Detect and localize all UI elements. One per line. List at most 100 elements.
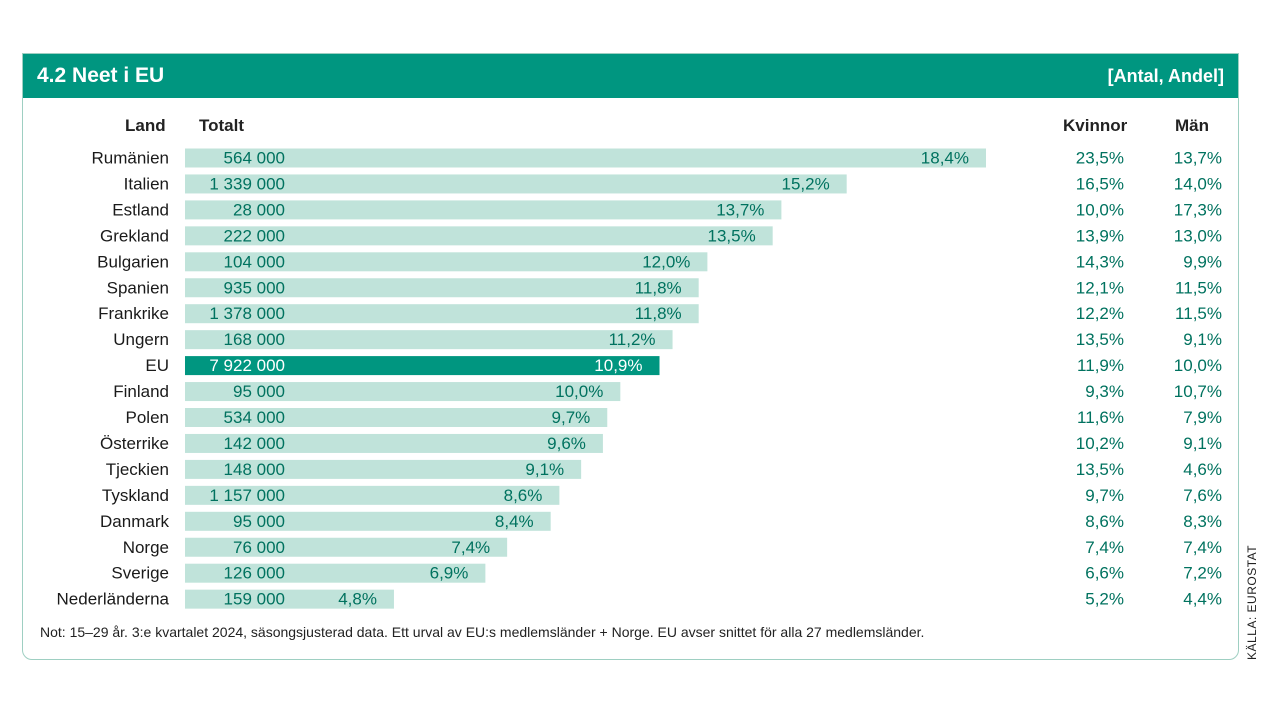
man-value: 9,9% [1183,252,1222,271]
bar [185,485,560,505]
kvinnor-value: 14,3% [1076,252,1124,271]
value-label: 11,2% [609,330,656,349]
bar [185,330,673,350]
value-label: 11,8% [635,304,682,323]
value-label: 9,7% [552,408,591,427]
bar [185,304,699,324]
value-label: 9,1% [525,460,564,479]
column-header-man: Män [1175,116,1209,135]
value-label: 13,7% [716,200,764,219]
chart-unit: [Antal, Andel] [1107,66,1224,86]
man-value: 8,3% [1183,512,1222,531]
country-label: Frankrike [98,304,169,323]
man-value: 4,4% [1183,590,1222,609]
count-label: 95 000 [233,512,285,531]
bar [185,433,603,453]
country-label: Danmark [100,512,169,531]
value-label: 7,4% [451,538,490,557]
column-header-land: Land [125,116,166,135]
man-value: 14,0% [1174,174,1222,193]
country-label: EU [145,356,169,375]
country-label: Rumänien [92,149,170,168]
man-value: 11,5% [1175,304,1222,323]
man-value: 4,6% [1183,460,1222,479]
country-label: Ungern [113,330,169,349]
value-label: 13,5% [707,226,755,245]
value-label: 8,4% [495,512,534,531]
bar [185,148,986,168]
man-value: 7,2% [1183,564,1222,583]
count-label: 7 922 000 [209,356,285,375]
count-label: 1 378 000 [209,304,285,323]
man-value: 9,1% [1183,434,1222,453]
count-label: 76 000 [233,538,285,557]
man-value: 7,4% [1183,538,1222,557]
bar [185,356,660,376]
count-label: 534 000 [224,408,285,427]
bar [185,511,551,531]
man-value: 17,3% [1174,200,1222,219]
country-label: Norge [123,538,169,557]
chart-header: 4.2 Neet i EU [Antal, Andel] [23,54,1238,98]
bar [185,226,773,246]
chart-panel: 4.2 Neet i EU [Antal, Andel] [22,53,1239,660]
source-label: KÄLLA: EUROSTAT [1245,544,1259,660]
value-label: 11,8% [635,278,682,297]
country-label: Spanien [107,278,169,297]
country-label: Österrike [100,434,169,453]
count-label: 935 000 [224,278,285,297]
bar [185,278,699,298]
column-header-kvinnor: Kvinnor [1063,116,1128,135]
value-label: 10,0% [555,382,603,401]
kvinnor-value: 6,6% [1085,564,1124,583]
count-label: 159 000 [224,590,285,609]
count-label: 222 000 [224,226,285,245]
value-label: 15,2% [781,174,829,193]
count-label: 168 000 [224,330,285,349]
kvinnor-value: 16,5% [1076,174,1124,193]
bar [185,589,394,609]
country-label: Italien [124,174,169,193]
country-label: Nederländerna [57,590,170,609]
count-label: 148 000 [224,460,285,479]
bar [185,252,708,272]
man-value: 13,0% [1174,226,1222,245]
country-label: Finland [113,382,169,401]
value-label: 4,8% [338,590,377,609]
count-label: 104 000 [224,252,285,271]
kvinnor-value: 13,5% [1076,460,1124,479]
count-label: 564 000 [224,149,285,168]
kvinnor-value: 10,0% [1076,200,1124,219]
bar [185,537,508,557]
count-label: 1 157 000 [209,486,285,505]
kvinnor-value: 9,3% [1085,382,1124,401]
kvinnor-value: 23,5% [1076,149,1124,168]
man-value: 10,0% [1174,356,1222,375]
country-label: Tyskland [102,486,169,505]
bar [185,200,782,220]
country-label: Estland [112,200,169,219]
kvinnor-value: 9,7% [1085,486,1124,505]
value-label: 10,9% [594,356,642,375]
count-label: 142 000 [224,434,285,453]
kvinnor-value: 12,2% [1076,304,1124,323]
count-label: 1 339 000 [209,174,285,193]
man-value: 11,5% [1175,278,1222,297]
value-label: 12,0% [642,252,690,271]
kvinnor-value: 12,1% [1076,278,1124,297]
bar [185,459,582,479]
country-label: Sverige [111,564,169,583]
bar [185,563,486,583]
kvinnor-value: 13,5% [1076,330,1124,349]
kvinnor-value: 5,2% [1085,590,1124,609]
country-label: Bulgarien [97,252,169,271]
bar [185,174,847,194]
man-value: 9,1% [1183,330,1222,349]
country-label: Tjeckien [106,460,169,479]
kvinnor-value: 13,9% [1076,226,1124,245]
value-label: 6,9% [430,564,469,583]
count-label: 126 000 [224,564,285,583]
country-label: Polen [126,408,169,427]
count-label: 28 000 [233,200,285,219]
